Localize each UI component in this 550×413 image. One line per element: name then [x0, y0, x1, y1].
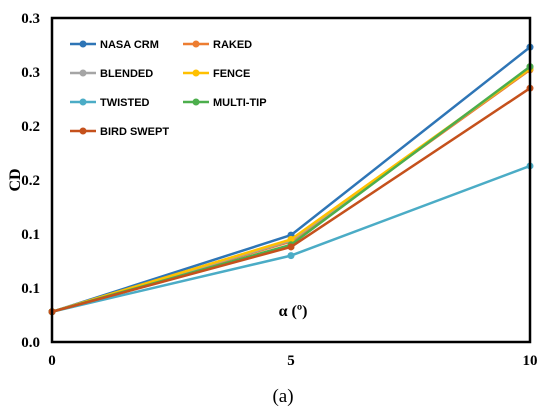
legend-swatch-marker — [192, 98, 200, 106]
legend-item: NASA CRM — [70, 39, 159, 51]
x-tick-labels: 0 5 10 — [48, 353, 537, 369]
legend-swatch-marker — [79, 40, 87, 48]
y-axis-title: CD — [7, 168, 24, 191]
legend-label: MULTI-TIP — [213, 97, 267, 109]
plot-area-border — [50, 16, 532, 344]
series-nasa-crm — [48, 43, 534, 316]
legend-label: NASA CRM — [100, 39, 159, 51]
legend-label: FENCE — [213, 68, 250, 80]
legend-item: MULTI-TIP — [183, 97, 267, 109]
figure-caption: (a) — [272, 386, 293, 407]
x-tick-label: 0 — [48, 353, 56, 369]
y-tick-labels: 0.0 0.1 0.1 0.2 0.2 0.3 0.3 — [21, 11, 40, 351]
y-tick-label: 0.0 — [21, 335, 40, 351]
legend-label: BLENDED — [100, 68, 153, 80]
y-tick-label: 0.1 — [21, 227, 40, 243]
legend-label: TWISTED — [100, 97, 150, 109]
legend-swatch-marker — [192, 40, 200, 48]
legend-item: TWISTED — [70, 97, 150, 109]
legend-label: BIRD SWEPT — [100, 126, 169, 138]
y-tick-label: 0.1 — [21, 281, 40, 297]
y-tick-label: 0.3 — [21, 11, 40, 27]
legend-swatch-marker — [79, 69, 87, 77]
legend-label: RAKED — [213, 39, 252, 51]
legend-item: FENCE — [183, 68, 250, 80]
data-point — [287, 243, 295, 251]
y-tick-label: 0.2 — [21, 119, 40, 135]
x-axis-title: α (º) — [279, 303, 308, 320]
legend-item: BIRD SWEPT — [70, 126, 169, 138]
series-layer — [48, 43, 534, 316]
data-point — [287, 252, 295, 260]
legend-swatch-marker — [192, 69, 200, 77]
data-point — [287, 235, 295, 243]
series-line — [51, 46, 531, 313]
legend: NASA CRM RAKED BLENDED FENCE TWISTED MULTI-TI… — [70, 39, 267, 138]
y-tick-label: 0.3 — [21, 65, 40, 81]
legend-item: RAKED — [183, 39, 252, 51]
x-tick-label: 10 — [523, 353, 538, 369]
x-tick-label: 5 — [287, 353, 295, 369]
legend-swatch-marker — [79, 127, 87, 135]
legend-swatch-marker — [79, 98, 87, 106]
legend-item: BLENDED — [70, 68, 153, 80]
y-tick-label: 0.2 — [21, 173, 40, 189]
